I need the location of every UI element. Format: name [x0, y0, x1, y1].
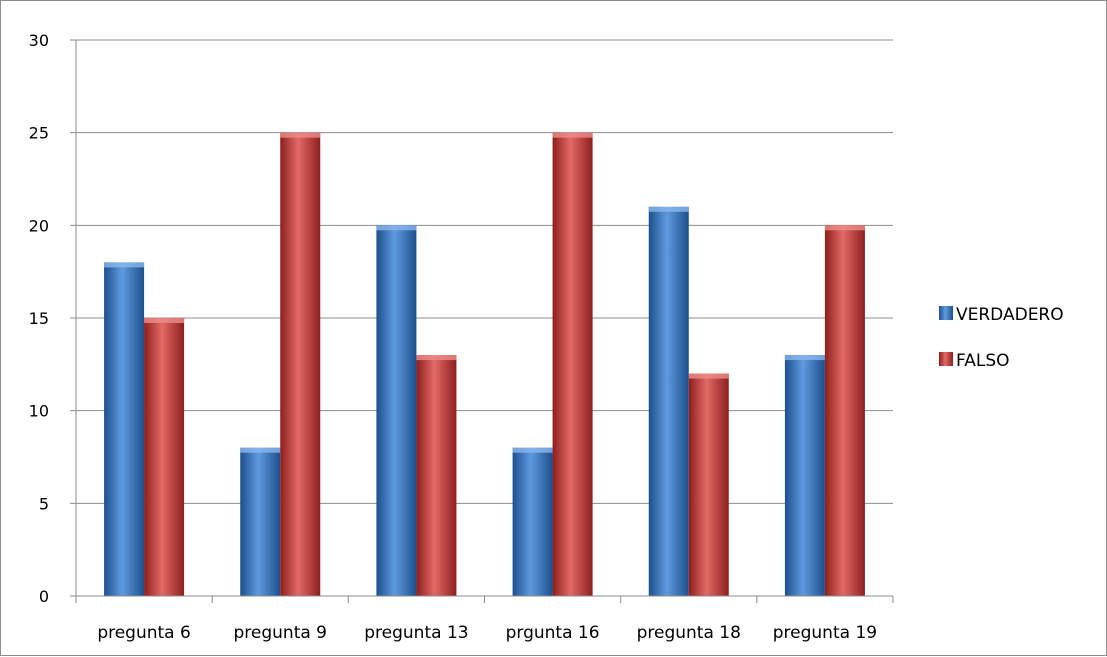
legend-label: FALSO	[956, 351, 1010, 371]
bar	[144, 318, 185, 596]
bar	[552, 132, 593, 596]
x-tick-label: prgunta 16	[506, 623, 600, 643]
x-tick-label: pregunta 9	[233, 623, 327, 643]
bar-top	[648, 206, 689, 212]
bar-top	[376, 225, 417, 231]
bar	[280, 132, 321, 596]
bar	[688, 373, 729, 596]
bar-top	[688, 373, 729, 379]
legend-swatch	[939, 352, 953, 366]
y-tick-label: 10	[29, 402, 49, 421]
bar-top	[280, 132, 321, 138]
bar	[648, 206, 689, 597]
bar	[824, 225, 865, 597]
y-tick-label: 30	[29, 31, 49, 50]
y-tick-label: 25	[29, 124, 49, 143]
legend-label: VERDADERO	[956, 305, 1064, 325]
y-tick-label: 0	[39, 587, 49, 606]
bar	[240, 447, 281, 596]
bar-top	[240, 447, 281, 453]
y-tick-label: 5	[39, 494, 49, 513]
bar-top	[144, 318, 185, 323]
bar	[512, 447, 553, 596]
bar-top	[824, 225, 865, 231]
x-tick-label: pregunta 13	[364, 623, 468, 643]
legend-swatch	[939, 306, 953, 320]
bar-top	[784, 355, 825, 361]
bar	[104, 262, 145, 596]
bar	[784, 355, 825, 596]
y-tick-label: 15	[29, 309, 49, 328]
x-tick-label: pregunta 18	[637, 623, 741, 643]
bar	[416, 355, 457, 596]
bar-top	[416, 355, 457, 361]
y-tick-label: 20	[29, 216, 49, 235]
bar-top	[512, 447, 553, 453]
bar	[376, 225, 417, 597]
bar-top	[104, 262, 145, 268]
x-tick-label: pregunta 6	[97, 623, 191, 643]
bar-top	[552, 132, 593, 138]
x-tick-label: pregunta 19	[773, 623, 877, 643]
